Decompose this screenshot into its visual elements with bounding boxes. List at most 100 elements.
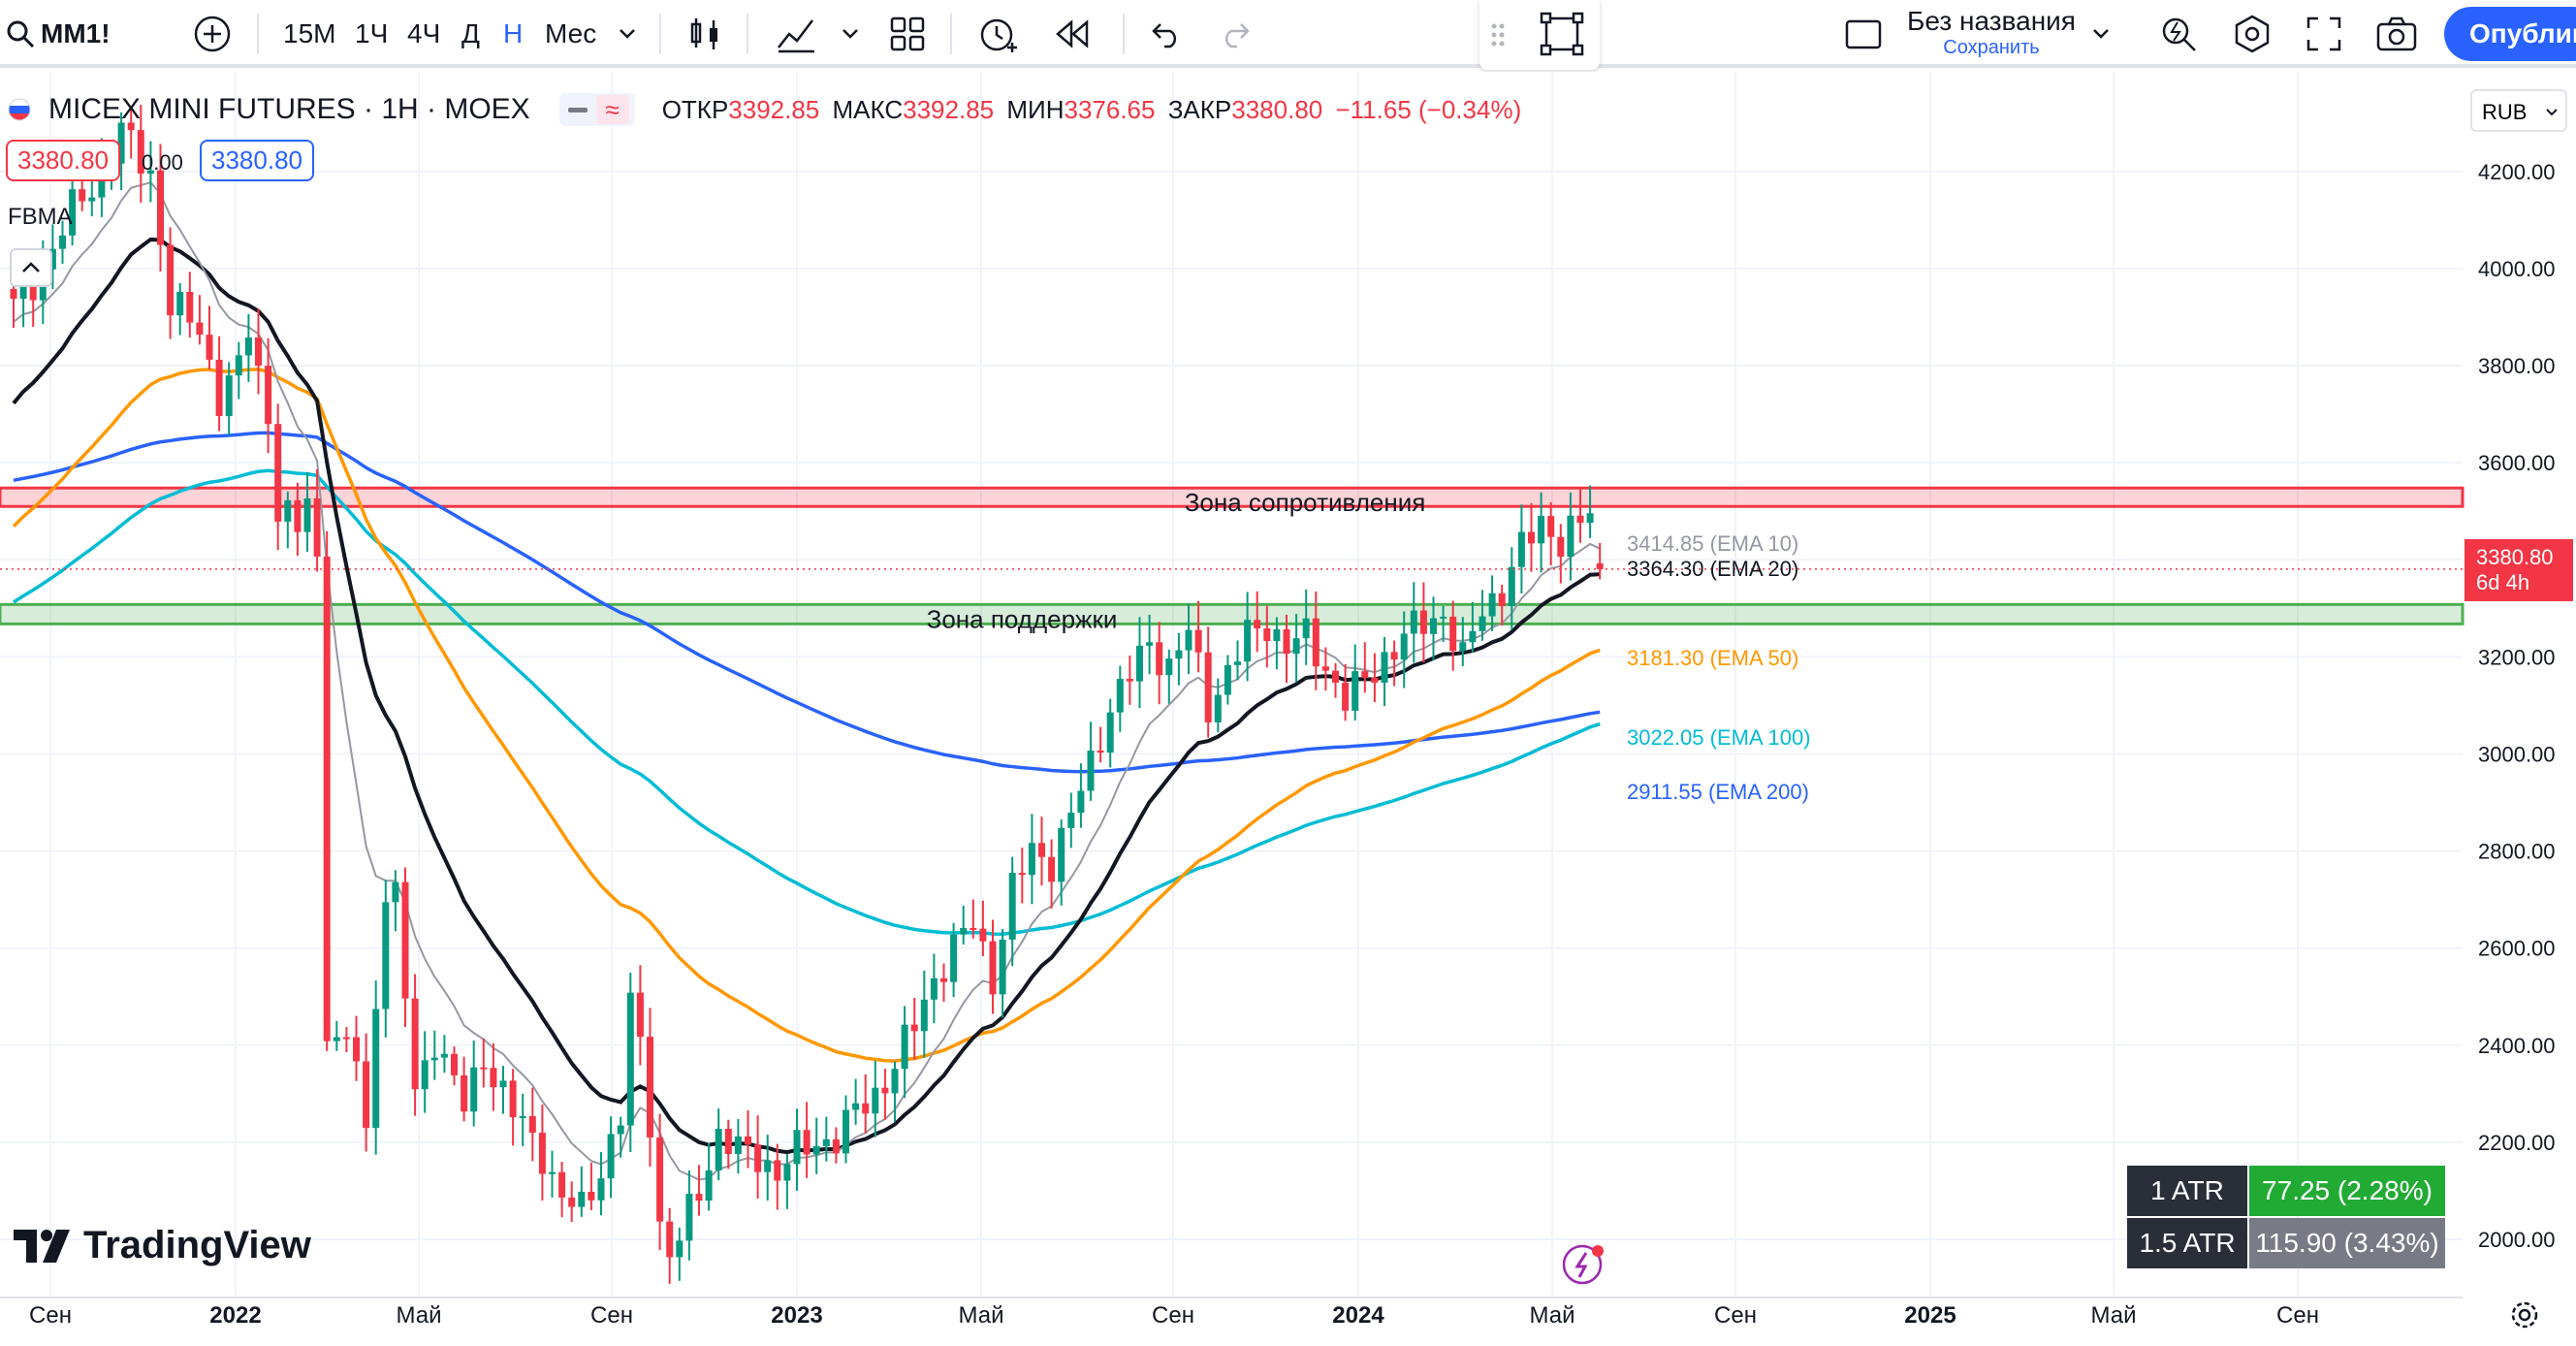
candle-body (1517, 531, 1525, 567)
tradingview-logo[interactable]: TradingView (14, 1224, 311, 1267)
x-tick-label: Сен (2276, 1302, 2319, 1329)
candle-body (1185, 629, 1193, 651)
fullscreen-button[interactable] (2306, 0, 2342, 68)
candle-body (970, 927, 977, 930)
chevron-down-icon (620, 29, 635, 39)
collapse-legend-button[interactable] (10, 248, 52, 287)
grid-icon (890, 16, 925, 51)
interval-4h[interactable]: 4Ч (407, 18, 441, 48)
replay-button[interactable] (1055, 0, 1090, 68)
layout-button[interactable] (889, 0, 926, 68)
candle-body (499, 1080, 507, 1088)
window-icon (1845, 19, 1882, 49)
last-price-label: 3380.80 6d 4h (2465, 539, 2573, 601)
candle-body (989, 941, 997, 995)
y-tick-label: 2800.00 (2478, 840, 2556, 864)
indicators-dropdown[interactable] (840, 0, 861, 68)
candle-body (920, 999, 928, 1032)
chart-area[interactable]: 2000.00 2200.00 2400.00 2600.00 2800.00 3000.… (0, 72, 2576, 1346)
symbol-name: MM1! (41, 18, 111, 48)
ema-value-label: 3414.85 (EMA 10) (1627, 531, 1798, 556)
y-tick-label: 2400.00 (2478, 1034, 2556, 1058)
camera-icon (2376, 16, 2417, 51)
candle-body (1146, 642, 1154, 646)
candle-body (1557, 536, 1565, 558)
candle-body (1321, 666, 1329, 671)
candle-body (1067, 813, 1075, 828)
toolbar-divider (747, 14, 748, 54)
candle-body (215, 359, 223, 417)
candle-body (294, 499, 302, 532)
chart-type-button[interactable] (686, 0, 725, 68)
indicators-button[interactable] (776, 0, 816, 68)
ema-value-label: 3364.30 (EMA 20) (1627, 557, 1798, 581)
legend-toggle-group: ≈ (558, 93, 635, 126)
candle-body (1087, 751, 1095, 791)
interval-month[interactable]: Мес (545, 18, 597, 48)
save-link[interactable]: Сохранить (1943, 37, 2040, 58)
candle-body (745, 1136, 751, 1145)
currency-select[interactable]: RUB (2470, 89, 2567, 132)
layout-select[interactable] (1844, 0, 1883, 68)
candle-body (196, 322, 204, 336)
candle-body (59, 235, 66, 249)
x-tick-label: Сен (1152, 1302, 1194, 1329)
layout-dropdown[interactable] (2090, 0, 2112, 68)
candle-body (1410, 610, 1417, 634)
candle-body (1194, 629, 1202, 653)
undo-button[interactable] (1147, 0, 1182, 68)
settings-button[interactable] (2232, 0, 2273, 68)
candle-body (480, 1067, 488, 1070)
candle-body (1528, 531, 1535, 544)
layout-name-block[interactable]: Без названия Сохранить (1906, 6, 2077, 64)
candle-body (411, 998, 419, 1090)
candle-body (1596, 562, 1604, 569)
candle-body (676, 1240, 684, 1258)
interval-dropdown[interactable] (617, 0, 638, 68)
snapshot-button[interactable] (2375, 0, 2418, 68)
candle-body (1371, 677, 1379, 683)
symbol-title[interactable]: MICEX MINI FUTURES · 1H · MOEX (48, 93, 530, 125)
candle-body (1234, 661, 1241, 665)
rectangle-tool-icon[interactable] (1540, 12, 1584, 56)
chevron-down-icon (2546, 109, 2558, 116)
interval-1h[interactable]: 1Ч (355, 18, 389, 48)
candle-body (1381, 652, 1388, 683)
publish-button[interactable]: Опублик (2444, 7, 2576, 61)
candle-body (910, 1024, 918, 1032)
symbol-search[interactable]: MM1! (4, 0, 111, 68)
candle-body (1390, 652, 1398, 660)
quick-search-button[interactable] (2158, 0, 2199, 68)
interval-15m[interactable]: 15M (283, 18, 336, 48)
minus-icon[interactable] (565, 102, 590, 117)
y-tick-label: 3000.00 (2478, 743, 2556, 767)
x-tick-label: 2023 (771, 1302, 822, 1329)
floating-drawing-toolbar (1479, 0, 1600, 70)
candle-body (372, 1009, 380, 1129)
lightning-badge-icon[interactable] (1561, 1241, 1607, 1288)
interval-day[interactable]: Д (461, 18, 480, 48)
buy-price-badge[interactable]: 3380.80 (200, 140, 314, 181)
redo-button[interactable] (1220, 0, 1255, 68)
indicator-label[interactable]: FBMA (8, 204, 73, 230)
candle-body (872, 1087, 879, 1114)
drag-handle-icon[interactable] (1489, 21, 1507, 48)
candle-body (342, 1037, 350, 1040)
candle-body (451, 1053, 458, 1075)
candle-body (333, 1037, 340, 1042)
candle-body (803, 1130, 811, 1155)
sell-price-badge[interactable]: 3380.80 (6, 140, 120, 181)
resistance-zone-label: Зона сопротивления (1185, 488, 1426, 517)
alert-button[interactable] (977, 0, 1020, 68)
candle-body (1449, 616, 1457, 652)
candle-body (1058, 827, 1065, 882)
add-symbol-button[interactable] (192, 0, 233, 68)
candle-body (1273, 628, 1281, 642)
interval-week[interactable]: Н (503, 18, 524, 48)
candle-body (538, 1133, 546, 1174)
candle-body (783, 1164, 791, 1181)
candle-body (1400, 633, 1408, 660)
candle-body (363, 1061, 370, 1129)
approx-icon[interactable]: ≈ (595, 95, 629, 124)
scale-settings-icon[interactable] (2507, 1298, 2542, 1332)
